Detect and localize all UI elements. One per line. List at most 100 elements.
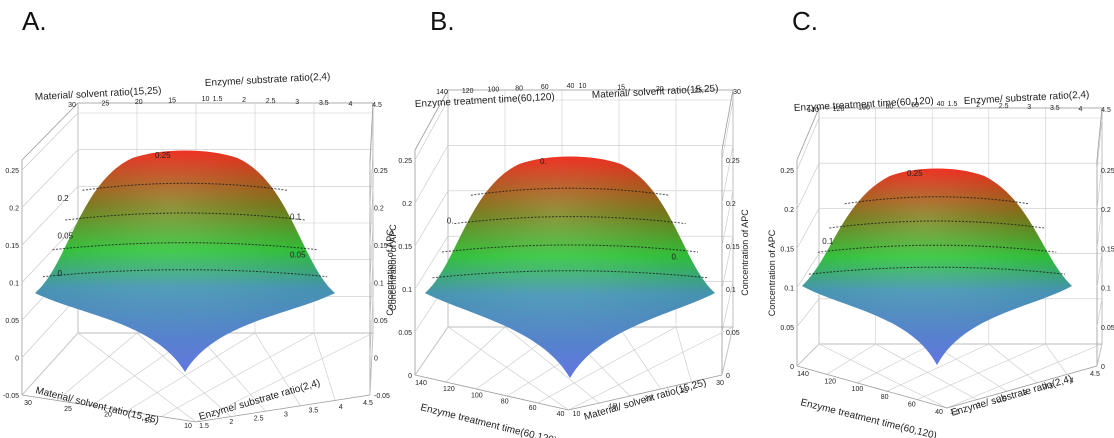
back-left-tick: 140 <box>436 89 448 96</box>
floor-gridline <box>818 343 948 409</box>
box-edge <box>721 89 734 151</box>
side-gridline <box>414 145 449 204</box>
back-right-tick: 3.5 <box>319 100 329 107</box>
surface-shading <box>35 150 335 372</box>
front-right-tick: 30 <box>716 380 724 387</box>
front-left-tick: 30 <box>24 400 32 407</box>
front-left-tick: 20 <box>104 412 112 419</box>
back-left-tick: 140 <box>807 107 819 114</box>
contour-line <box>65 212 305 221</box>
front-right-tick: 4.5 <box>1090 371 1100 378</box>
floor-edge <box>946 365 1098 409</box>
side-gridline <box>1096 253 1103 288</box>
contour-line <box>829 220 1045 229</box>
y-axis-label: Concentration of APC <box>385 229 395 316</box>
contour-lines: 0.25 0.2 0.1 0.05 0.05 0 <box>42 151 328 278</box>
back-right-tick: 3.5 <box>1050 105 1060 112</box>
side-gridline <box>1096 208 1103 249</box>
contour-line <box>42 269 328 278</box>
back-right-tick: 4.5 <box>372 102 382 109</box>
back-left-tick: 25 <box>101 101 109 108</box>
contour-label: 0. <box>540 157 547 166</box>
back-right-tick: 2 <box>976 102 980 109</box>
y-tick-label: 0.05 <box>780 325 794 332</box>
floor-gridline <box>826 343 876 375</box>
side-gridline <box>369 259 374 321</box>
panel-label-b: B. <box>430 6 455 36</box>
box-edge <box>414 89 449 151</box>
front-right-tick: 3.5 <box>1043 384 1053 391</box>
y-tick-label: 0 <box>15 356 19 363</box>
y-tick-label: 0 <box>408 373 412 380</box>
y-tick-label: 0.2 <box>784 207 794 214</box>
y-tick-label: 0.2 <box>374 206 384 213</box>
back-left-tick: 80 <box>515 85 523 92</box>
front-left-tick: 25 <box>64 406 72 413</box>
side-gridline <box>369 296 374 358</box>
floor-gridline <box>886 343 989 392</box>
front-left-tick: 140 <box>797 371 809 378</box>
back-right-tick: 3 <box>295 99 299 106</box>
y-tick-label: 0 <box>1101 364 1105 371</box>
back-right-tick: 3 <box>1027 104 1031 111</box>
side-gridline <box>369 186 374 246</box>
floor-gridline <box>856 343 933 384</box>
back-right-tick: 10 <box>579 83 587 90</box>
back-left-tick: 40 <box>567 83 575 90</box>
contour-label: 0.05 <box>58 232 74 241</box>
back-right-axis-label: Material/ solvent ratio(15,25) <box>592 83 719 101</box>
back-right-tick: 25 <box>694 88 702 95</box>
front-left-tick: 60 <box>908 401 916 408</box>
back-left-tick: 15 <box>168 98 176 105</box>
side-gridline <box>21 296 79 358</box>
surface-plot-c: C. 0.25 0.1 0 0 0.05 0.05 0.1 0.1 0.15 0.15 0.2 0.2… <box>742 0 1114 438</box>
back-left-tick: 120 <box>833 106 845 113</box>
side-gridline <box>1096 117 1103 171</box>
front-right-tick: 2 <box>229 419 233 426</box>
front-left-axis-label: Enzyme treatment time(60,120) <box>799 397 938 438</box>
front-left-tick: 60 <box>529 405 537 412</box>
side-gridline <box>796 208 820 249</box>
y-tick-label: 0.05 <box>374 318 388 325</box>
surface-plot-b-svg: 0. 0. 0. 0 0 0.05 0.05 0.1 0.1 0.15 0.15 0.2 0.2 0.25… <box>385 83 750 438</box>
y-tick-label: 0 <box>790 364 794 371</box>
floor-gridline <box>1045 343 1068 375</box>
front-right-axis-label: Material/ solvent ratio(15,25) <box>583 377 708 423</box>
floor-gridline <box>946 343 1103 409</box>
side-gridline <box>796 117 820 171</box>
back-right-axis-label: Enzyme/ substrate ratio(2,4) <box>205 71 331 89</box>
floor-gridline <box>126 332 256 412</box>
y-axis-label: Concentration of APC <box>767 229 777 316</box>
surface-plot-b: B. 0. 0. 0. 0 0 0.05 0.05 0.1 0.1 0.15 0.15 0.2 0.2 0… <box>370 0 750 438</box>
front-left-tick: 120 <box>824 379 836 386</box>
contour-label: 0.25 <box>155 151 171 160</box>
y-tick-label: 0.15 <box>780 246 794 253</box>
y-tick-label: 0.2 <box>402 201 412 208</box>
floor-gridline <box>916 343 1046 400</box>
floor-gridline <box>675 326 692 383</box>
side-gridline <box>796 298 820 327</box>
surface-shading <box>425 156 715 378</box>
y-tick-label: 0 <box>726 373 730 380</box>
front-right-axis-label: Enzyme/ substrate ratio(2,4) <box>950 374 1074 419</box>
y-tick-label: 0.15 <box>398 244 412 251</box>
y-tick-label: 0.1 <box>9 281 19 288</box>
contour-label: 0.25 <box>907 169 923 178</box>
floor-gridline <box>988 343 1038 384</box>
surface-plot-c-svg: 0.25 0.1 0 0 0.05 0.05 0.1 0.1 0.15 0.15 0.2 0.2 0.2… <box>767 89 1114 438</box>
floor-gridline <box>369 332 374 396</box>
y-tick-label: 0.1 <box>726 287 736 294</box>
front-left-tick: 80 <box>501 399 509 406</box>
y-tick-label: 0.1 <box>784 286 794 293</box>
side-gridline <box>414 236 449 290</box>
front-left-axis-label: Enzyme treatment time(60,120) <box>419 402 558 438</box>
side-gridline <box>369 112 374 171</box>
y-tick-label: 0.25 <box>374 168 388 175</box>
back-left-tick: 100 <box>858 105 870 112</box>
side-gridline <box>721 236 734 290</box>
side-gridline <box>721 99 734 161</box>
front-right-tick: 20 <box>644 396 652 403</box>
side-gridline <box>21 186 79 246</box>
front-right-tick: 1.5 <box>199 423 209 430</box>
back-left-tick: 120 <box>462 88 474 95</box>
